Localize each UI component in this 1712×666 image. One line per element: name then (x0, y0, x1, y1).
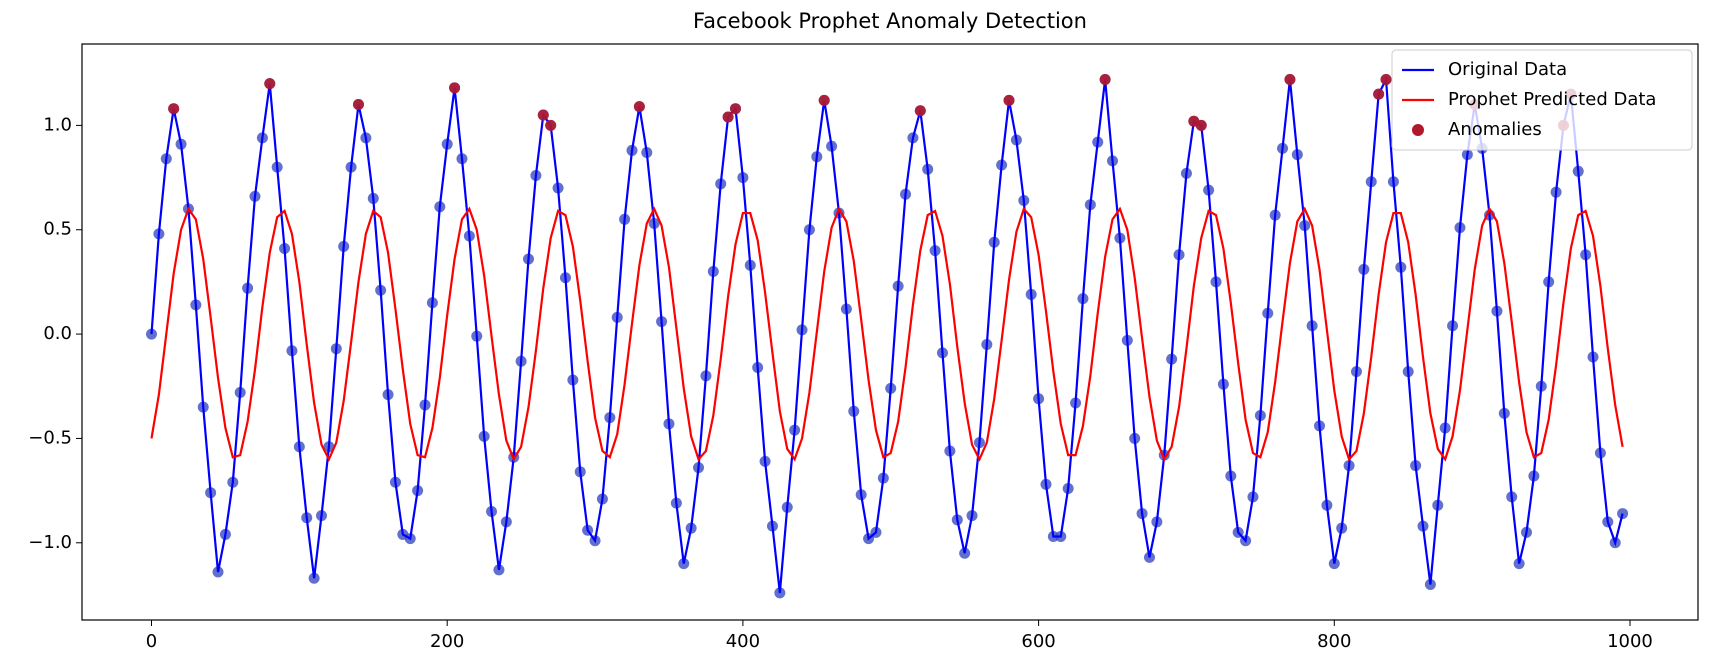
x-tick-label: 1000 (1607, 631, 1653, 652)
anomaly-point (914, 105, 926, 117)
y-tick-label: 0.0 (43, 323, 72, 344)
anomaly-point (1195, 119, 1207, 131)
plot-frame (81, 43, 1699, 621)
anomaly-point (1099, 73, 1111, 85)
x-tick-label: 200 (430, 631, 464, 652)
anomaly-point (729, 103, 741, 115)
series-line (150, 75, 1624, 593)
legend-marker (1412, 124, 1424, 136)
anomaly-point (1003, 94, 1015, 106)
anomaly-point (168, 103, 180, 115)
anomaly-point (633, 101, 645, 113)
anomaly-point (537, 109, 549, 121)
legend-label: Prophet Predicted Data (1448, 89, 1656, 110)
anomaly-point (545, 119, 557, 131)
y-tick-label: −1.0 (28, 532, 72, 553)
anomaly-point (818, 94, 830, 106)
x-tick-label: 0 (146, 631, 157, 652)
chart-title: Facebook Prophet Anomaly Detection (693, 9, 1087, 33)
anomaly-point (1284, 73, 1296, 85)
anomaly-point (449, 82, 461, 94)
y-tick-label: 1.0 (43, 114, 72, 135)
x-tick-label: 400 (726, 631, 760, 652)
y-tick-label: −0.5 (28, 427, 72, 448)
anomaly-point (352, 99, 364, 111)
x-tick-label: 600 (1021, 631, 1055, 652)
anomaly-point (722, 111, 734, 123)
y-tick-label: 0.5 (43, 219, 72, 240)
plot-area (145, 73, 1629, 599)
legend-label: Anomalies (1448, 119, 1542, 140)
legend-box (1391, 49, 1693, 151)
anomaly-point (1373, 88, 1385, 100)
series-line (150, 206, 1624, 462)
legend-label: Original Data (1448, 59, 1567, 80)
anomaly-point (1380, 73, 1392, 85)
anomaly-point (264, 78, 276, 90)
x-tick-label: 800 (1317, 631, 1351, 652)
